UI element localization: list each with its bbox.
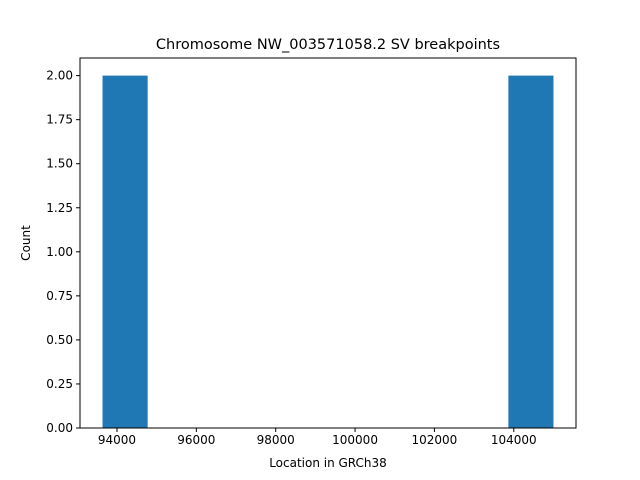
x-tick-label-0: 94000 [98,433,136,447]
x-tick-label-5: 104000 [491,433,537,447]
y-tick-label-8: 2.00 [46,69,73,83]
x-tick-label-4: 102000 [412,433,458,447]
histogram-bar-9 [508,75,554,428]
y-tick-label-5: 1.25 [46,201,73,215]
y-tick-label-7: 1.75 [46,113,73,127]
x-tick-label-2: 98000 [257,433,295,447]
y-tick-label-3: 0.75 [46,289,73,303]
chart-title: Chromosome NW_003571058.2 SV breakpoints [156,37,500,53]
y-tick-label-4: 1.00 [46,245,73,259]
histogram-bar-0 [102,75,148,428]
y-tick-label-0: 0.00 [46,421,73,435]
x-tick-label-3: 100000 [332,433,378,447]
y-axis-ticks: 0.00 0.25 0.50 0.75 1.00 1.25 1.50 1.75 2.00 [46,69,80,435]
x-axis-ticks: 94000 96000 98000 100000 102000 104000 [98,428,537,447]
y-tick-label-2: 0.50 [46,333,73,347]
y-tick-label-6: 1.50 [46,157,73,171]
x-axis-title: Location in GRCh38 [269,456,387,470]
bars-layer [102,75,554,428]
x-tick-label-1: 96000 [177,433,215,447]
y-axis-title: Count [19,225,33,261]
y-tick-label-1: 0.25 [46,377,73,391]
plot-area-frame [79,57,577,429]
